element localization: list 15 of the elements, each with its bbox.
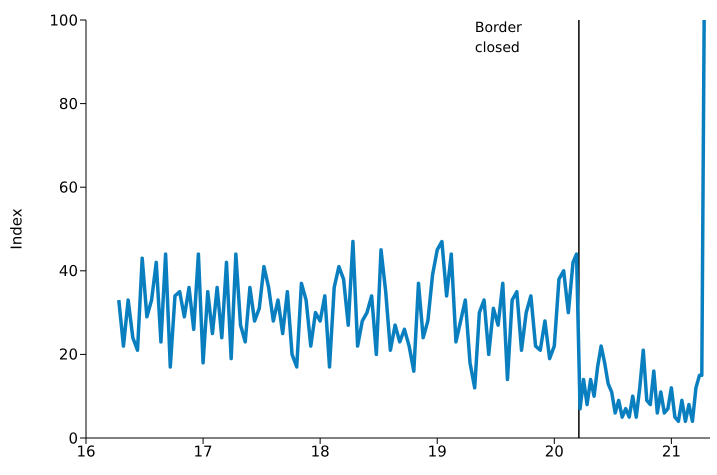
x-tick-label: 16 bbox=[76, 442, 96, 461]
y-tick-label: 20 bbox=[58, 346, 78, 364]
x-tick-label: 18 bbox=[310, 442, 330, 461]
x-tick-label: 20 bbox=[544, 442, 564, 461]
y-axis-title: Index bbox=[7, 208, 26, 250]
x-tick-label: 21 bbox=[662, 442, 681, 461]
x-tick-label: 17 bbox=[194, 442, 213, 461]
y-tick-label: 80 bbox=[58, 94, 78, 113]
ref-line-label: Border closed bbox=[474, 20, 522, 56]
y-tick-label: 60 bbox=[58, 178, 78, 197]
y-tick-label: 40 bbox=[58, 262, 78, 280]
line-series bbox=[117, 20, 706, 424]
y-tick-label: 0 bbox=[68, 429, 78, 448]
x-tick-label: 19 bbox=[428, 442, 447, 461]
y-tick-label: 100 bbox=[49, 11, 78, 30]
